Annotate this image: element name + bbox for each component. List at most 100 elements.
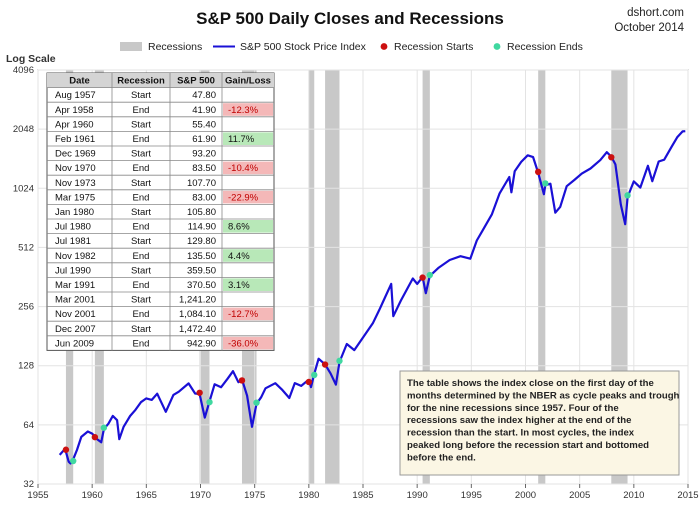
legend-start-dot <box>380 43 388 50</box>
table-cell: 942.90 <box>187 338 216 349</box>
table-cell: Mar 2001 <box>55 295 95 306</box>
table-frame <box>46 72 275 351</box>
y-tick-label: 128 <box>18 361 34 372</box>
y-tick-label: 4096 <box>13 65 34 76</box>
recession-start-marker <box>419 274 426 281</box>
table-cell: Jul 1981 <box>55 236 91 247</box>
x-tick-label: 1955 <box>27 490 48 501</box>
x-tick-label: 1960 <box>82 490 103 501</box>
recession-band <box>538 70 546 484</box>
table-cell: 41.90 <box>192 105 216 116</box>
annotation-line: before the end. <box>407 452 476 463</box>
gain-loss-cell-fill <box>223 220 273 233</box>
recession-end-marker <box>100 424 108 431</box>
table-cell: 107.70 <box>187 178 216 189</box>
recession-end-marker <box>206 398 213 406</box>
table-header-cell: S&P 500 <box>177 76 215 87</box>
recession-table: Date Recession S&P 500 Gain/Loss Aug 1957 Sta… <box>46 72 275 351</box>
y-axis-ticks: 32 64 128 256 512 1024 2048 4096 <box>13 65 34 490</box>
y-tick-label: 32 <box>23 479 34 490</box>
table-cell: End <box>133 280 150 291</box>
table-cell: 370.50 <box>187 280 216 291</box>
table-cell: 105.80 <box>187 207 216 218</box>
table-cell: -12.7% <box>228 309 259 320</box>
chart-title: S&P 500 Daily Closes and Recessions <box>196 9 504 28</box>
gain-loss-cell-fill <box>223 336 273 350</box>
y-axis-label: Log Scale <box>6 53 56 65</box>
legend-end-label: Recession Ends <box>507 41 583 53</box>
table-cell: Jul 1990 <box>55 265 91 276</box>
table-cell: -22.9% <box>228 192 259 203</box>
legend: Recessions S&P 500 Stock Price Index Reces… <box>120 41 583 53</box>
recession-start-marker <box>608 154 615 161</box>
annotation-box <box>399 370 680 476</box>
table-cell: Start <box>131 324 151 335</box>
annotation-line: recession than the start. In most cycles… <box>407 428 635 439</box>
recession-start-marker <box>534 168 542 176</box>
recession-end-marker <box>624 192 631 199</box>
table-cell: 1,084.10 <box>179 309 216 320</box>
gain-loss-cell-fill <box>223 132 273 145</box>
table-cell: End <box>133 105 150 116</box>
annotation-line: The table shows the index close on the f… <box>407 378 654 389</box>
table-cell: Start <box>131 119 151 130</box>
recession-start-marker <box>62 446 70 453</box>
table-cell: End <box>133 163 150 174</box>
recession-end-marker <box>426 271 434 279</box>
table-cell: Jun 2009 <box>55 338 94 349</box>
annotation-line: for the nine recessions since 1957. Four… <box>407 403 619 414</box>
table-header-row <box>47 73 274 88</box>
table-cell: Start <box>131 178 151 189</box>
table-cell: 83.50 <box>192 163 216 174</box>
table-cell: 83.00 <box>192 192 216 203</box>
x-tick-label: 1985 <box>352 490 373 501</box>
table-cell: Nov 1982 <box>55 251 96 262</box>
table-cell: Feb 1961 <box>55 134 95 145</box>
y-tick-label: 1024 <box>13 183 34 194</box>
table-cell: Dec 1969 <box>55 149 96 160</box>
brand-name: dshort.com <box>627 7 684 19</box>
annotation-text: The table shows the index close on the f… <box>407 378 680 463</box>
y-tick-label: 512 <box>18 242 34 253</box>
sp500-series-line <box>58 130 686 465</box>
table-cell: 1,241.20 <box>179 295 216 306</box>
table-cell: 359.50 <box>187 265 216 276</box>
x-tick-label: 1995 <box>461 490 482 501</box>
table-cell: 8.6% <box>228 222 250 233</box>
table-cell: Jul 1980 <box>55 222 91 233</box>
recession-markers <box>62 154 631 465</box>
table-cell: 4.4% <box>228 251 250 262</box>
table-header-cell: Date <box>69 76 90 87</box>
table-cell: 11.7% <box>228 134 255 145</box>
recession-end-marker <box>70 457 77 465</box>
recession-start-marker <box>196 389 203 396</box>
x-tick-label: 2015 <box>677 490 698 501</box>
gain-loss-cell-fill <box>223 190 273 204</box>
table-cell: 114.90 <box>188 222 216 233</box>
recession-end-marker <box>542 180 549 187</box>
legend-start-label: Recession Starts <box>394 41 473 53</box>
table-cell: Start <box>131 236 151 247</box>
table-cell: 3.1% <box>228 280 250 291</box>
table-cell: Aug 1957 <box>55 90 96 101</box>
table-cell: Nov 1973 <box>55 178 96 189</box>
table-cell: 129.80 <box>187 236 216 247</box>
table-cell: Mar 1975 <box>55 192 95 203</box>
annotation-line: months determined by the NBER as cycle p… <box>407 390 680 401</box>
price-line <box>58 130 686 465</box>
x-tick-label: 2000 <box>515 490 536 501</box>
table-cell: End <box>133 192 150 203</box>
x-tick-label: 2010 <box>623 490 644 501</box>
table-cell: End <box>133 309 150 320</box>
table-cell: Start <box>131 295 151 306</box>
table-cell: -36.0% <box>228 338 259 349</box>
table-cell: Start <box>131 265 151 276</box>
gain-loss-cell-fill <box>223 161 273 175</box>
x-tick-label: 1965 <box>136 490 157 501</box>
table-cell: End <box>133 338 150 349</box>
legend-recessions-swatch <box>120 42 142 51</box>
table-cell: Mar 1991 <box>55 280 95 291</box>
table-cell: Apr 1958 <box>55 105 94 116</box>
annotation-paragraph: The table shows the index close on the f… <box>407 378 680 463</box>
table-cell: End <box>133 251 150 262</box>
